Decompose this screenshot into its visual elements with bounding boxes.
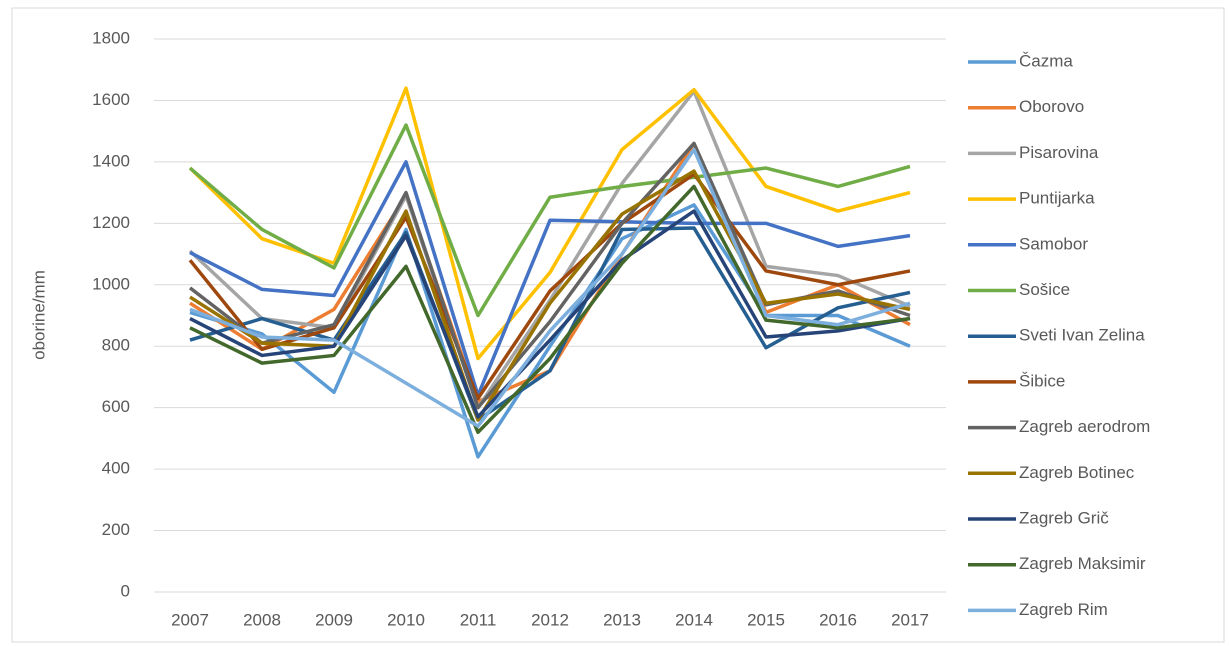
legend-label: Sošice <box>1019 280 1070 299</box>
x-tick-label: 2016 <box>819 610 857 629</box>
series-line <box>188 89 911 410</box>
x-tick-label: 2009 <box>315 610 353 629</box>
series-line <box>189 169 911 422</box>
x-tick-label: 2011 <box>460 610 497 629</box>
x-tick-label: 2015 <box>747 610 785 629</box>
y-axis-label: oborine/mm <box>29 270 48 360</box>
legend-label: Samobor <box>1019 234 1088 253</box>
y-tick-label: 400 <box>102 459 130 478</box>
series-line <box>189 160 911 398</box>
legend-label: Zagreb aerodrom <box>1019 417 1150 436</box>
x-tick-label: 2017 <box>891 610 929 629</box>
legend-label: Šibice <box>1019 371 1065 390</box>
legend-label: Pisarovina <box>1019 143 1099 162</box>
legend-label: Zagreb Grič <box>1019 508 1109 527</box>
legend-label: Zagreb Rim <box>1019 600 1108 619</box>
y-tick-label: 1800 <box>92 28 130 47</box>
series-line <box>188 172 911 401</box>
legend-label: Sveti Ivan Zelina <box>1019 326 1145 345</box>
series-line <box>189 209 911 419</box>
y-tick-label: 1200 <box>92 213 130 232</box>
legend-label: Puntijarka <box>1019 189 1095 208</box>
series-line <box>189 147 911 428</box>
x-tick-label: 2008 <box>243 610 281 629</box>
legend-label: Oborovo <box>1019 97 1084 116</box>
series-line <box>189 203 911 459</box>
series-line <box>188 123 911 318</box>
y-tick-label: 0 <box>121 581 130 600</box>
y-tick-label: 600 <box>102 397 130 416</box>
series-line <box>189 184 911 434</box>
legend-label: Zagreb Maksimir <box>1019 554 1146 573</box>
x-tick-label: 2014 <box>675 610 713 629</box>
y-tick-label: 1000 <box>92 274 130 293</box>
x-tick-label: 2012 <box>531 610 569 629</box>
y-tick-label: 800 <box>102 336 130 355</box>
y-tick-label: 200 <box>102 520 130 539</box>
x-tick-label: 2010 <box>387 610 425 629</box>
x-tick-label: 2007 <box>171 610 209 629</box>
legend-label: Čazma <box>1019 51 1073 70</box>
legend-label: Zagreb Botinec <box>1019 463 1135 482</box>
x-tick-label: 2013 <box>603 610 641 629</box>
y-tick-label: 1600 <box>92 90 130 109</box>
chart-frame <box>11 7 1225 643</box>
y-tick-label: 1400 <box>92 151 130 170</box>
